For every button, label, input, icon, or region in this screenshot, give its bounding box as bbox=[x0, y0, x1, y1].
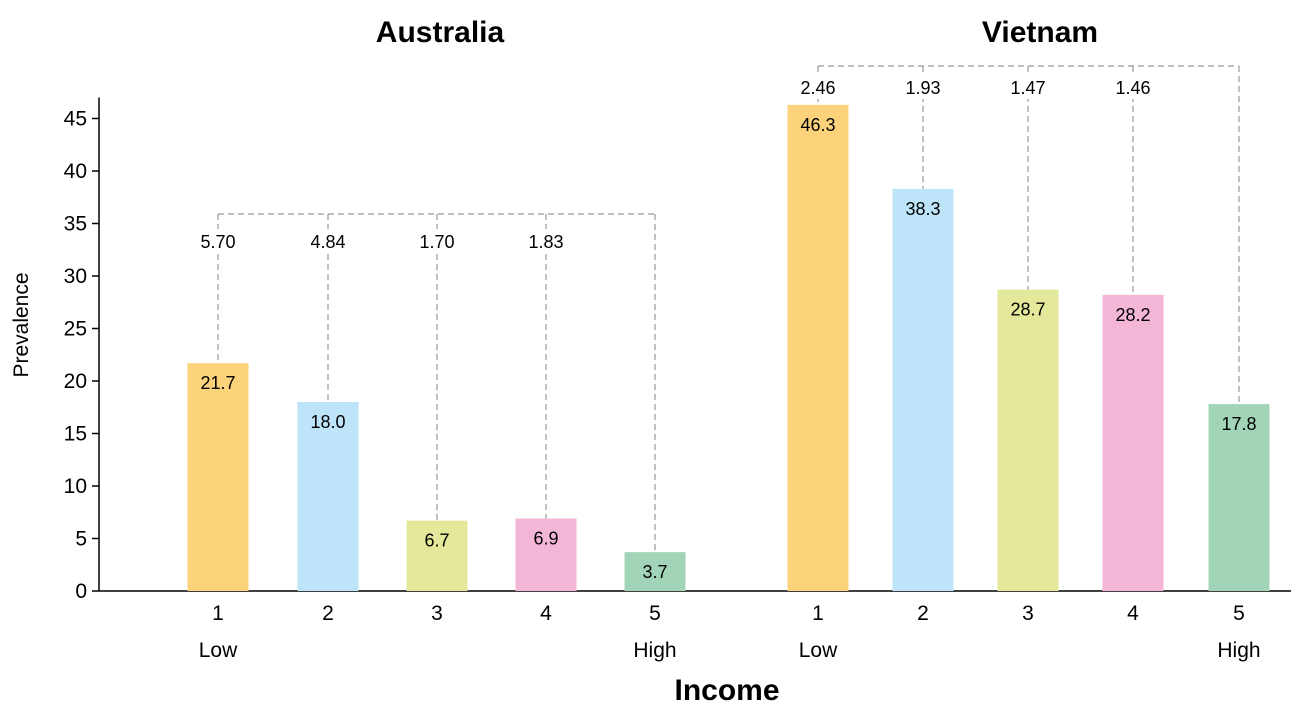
y-tick-label: 0 bbox=[75, 580, 87, 603]
ratio-label: 1.46 bbox=[1115, 78, 1150, 98]
bar-value-label: 21.7 bbox=[200, 373, 235, 393]
bar-value-label: 46.3 bbox=[800, 115, 835, 135]
y-tick-label: 20 bbox=[64, 370, 87, 393]
ratio-label: 1.47 bbox=[1010, 78, 1045, 98]
ratio-label: 1.70 bbox=[419, 232, 454, 252]
x-axis-title: Income bbox=[674, 674, 779, 706]
ratio-label: 5.70 bbox=[200, 232, 235, 252]
ratio-label-bg bbox=[1107, 75, 1159, 99]
y-tick-label: 15 bbox=[64, 423, 87, 446]
ratio-label-bg bbox=[302, 229, 354, 253]
y-tick-label: 5 bbox=[75, 528, 87, 551]
ratio-label-bg bbox=[1002, 75, 1054, 99]
x-tick-label: 2 bbox=[917, 602, 929, 625]
ratio-label: 1.83 bbox=[528, 232, 563, 252]
panel-title: Vietnam bbox=[982, 16, 1098, 49]
x-tick-label: 1 bbox=[212, 602, 224, 625]
x-tick-label: 4 bbox=[540, 602, 552, 625]
bar bbox=[1208, 404, 1270, 591]
panel-vietnam: Vietnam 46.3 38.3 28.7 28.2 17.8 2.46 1.93 1.47 1… bbox=[787, 16, 1270, 662]
y-tick-label: 30 bbox=[64, 265, 87, 288]
x-tick-label: 1 bbox=[812, 602, 824, 625]
y-axis-title: Prevalence bbox=[10, 272, 33, 377]
ratio-label-bg bbox=[792, 75, 844, 99]
y-tick-label: 35 bbox=[64, 213, 87, 236]
bar-value-label: 38.3 bbox=[905, 199, 940, 219]
ratio-label: 1.93 bbox=[905, 78, 940, 98]
bar bbox=[187, 363, 249, 591]
x-tick-sublabel: High bbox=[1217, 639, 1260, 662]
ratio-label: 2.46 bbox=[800, 78, 835, 98]
bar bbox=[997, 289, 1059, 591]
ratio-label-bg bbox=[897, 75, 949, 99]
bar bbox=[787, 104, 849, 591]
bar bbox=[297, 402, 359, 591]
bar-value-label: 6.9 bbox=[533, 529, 558, 549]
bar bbox=[624, 552, 686, 591]
bar bbox=[515, 518, 577, 591]
y-tick-label: 45 bbox=[64, 108, 87, 131]
bar-value-label: 17.8 bbox=[1221, 414, 1256, 434]
y-tick-label: 40 bbox=[64, 160, 87, 183]
y-tick-label: 10 bbox=[64, 475, 87, 498]
ratio-label-bg bbox=[411, 229, 463, 253]
bar-value-label: 6.7 bbox=[424, 531, 449, 551]
x-tick-label: 5 bbox=[1233, 602, 1245, 625]
x-tick-label: 4 bbox=[1127, 602, 1139, 625]
x-tick-label: 3 bbox=[1022, 602, 1034, 625]
ratio-label-bg bbox=[192, 229, 244, 253]
bar bbox=[1102, 294, 1164, 591]
x-tick-sublabel: Low bbox=[199, 639, 238, 662]
x-tick-label: 5 bbox=[649, 602, 661, 625]
bar-value-label: 28.2 bbox=[1115, 305, 1150, 325]
y-ticks: 0 5 10 15 20 25 30 35 40 45 bbox=[64, 108, 99, 603]
panel-australia: Australia 21.7 18.0 6.7 6.9 3.7 5.70 4.84 1.70 1.… bbox=[187, 16, 686, 662]
bar bbox=[892, 188, 954, 591]
bar-value-label: 28.7 bbox=[1010, 300, 1045, 320]
ratio-label: 4.84 bbox=[310, 232, 345, 252]
y-tick-label: 25 bbox=[64, 318, 87, 341]
panel-title: Australia bbox=[376, 16, 505, 49]
x-tick-label: 3 bbox=[431, 602, 443, 625]
bar bbox=[406, 520, 468, 591]
x-tick-label: 2 bbox=[322, 602, 334, 625]
x-tick-sublabel: Low bbox=[799, 639, 838, 662]
panels: Australia 21.7 18.0 6.7 6.9 3.7 5.70 4.84 1.70 1.… bbox=[187, 16, 1270, 662]
ratio-label-bg bbox=[520, 229, 572, 253]
x-tick-sublabel: High bbox=[633, 639, 676, 662]
bar-value-label: 18.0 bbox=[310, 412, 345, 432]
bar-value-label: 3.7 bbox=[642, 562, 667, 582]
